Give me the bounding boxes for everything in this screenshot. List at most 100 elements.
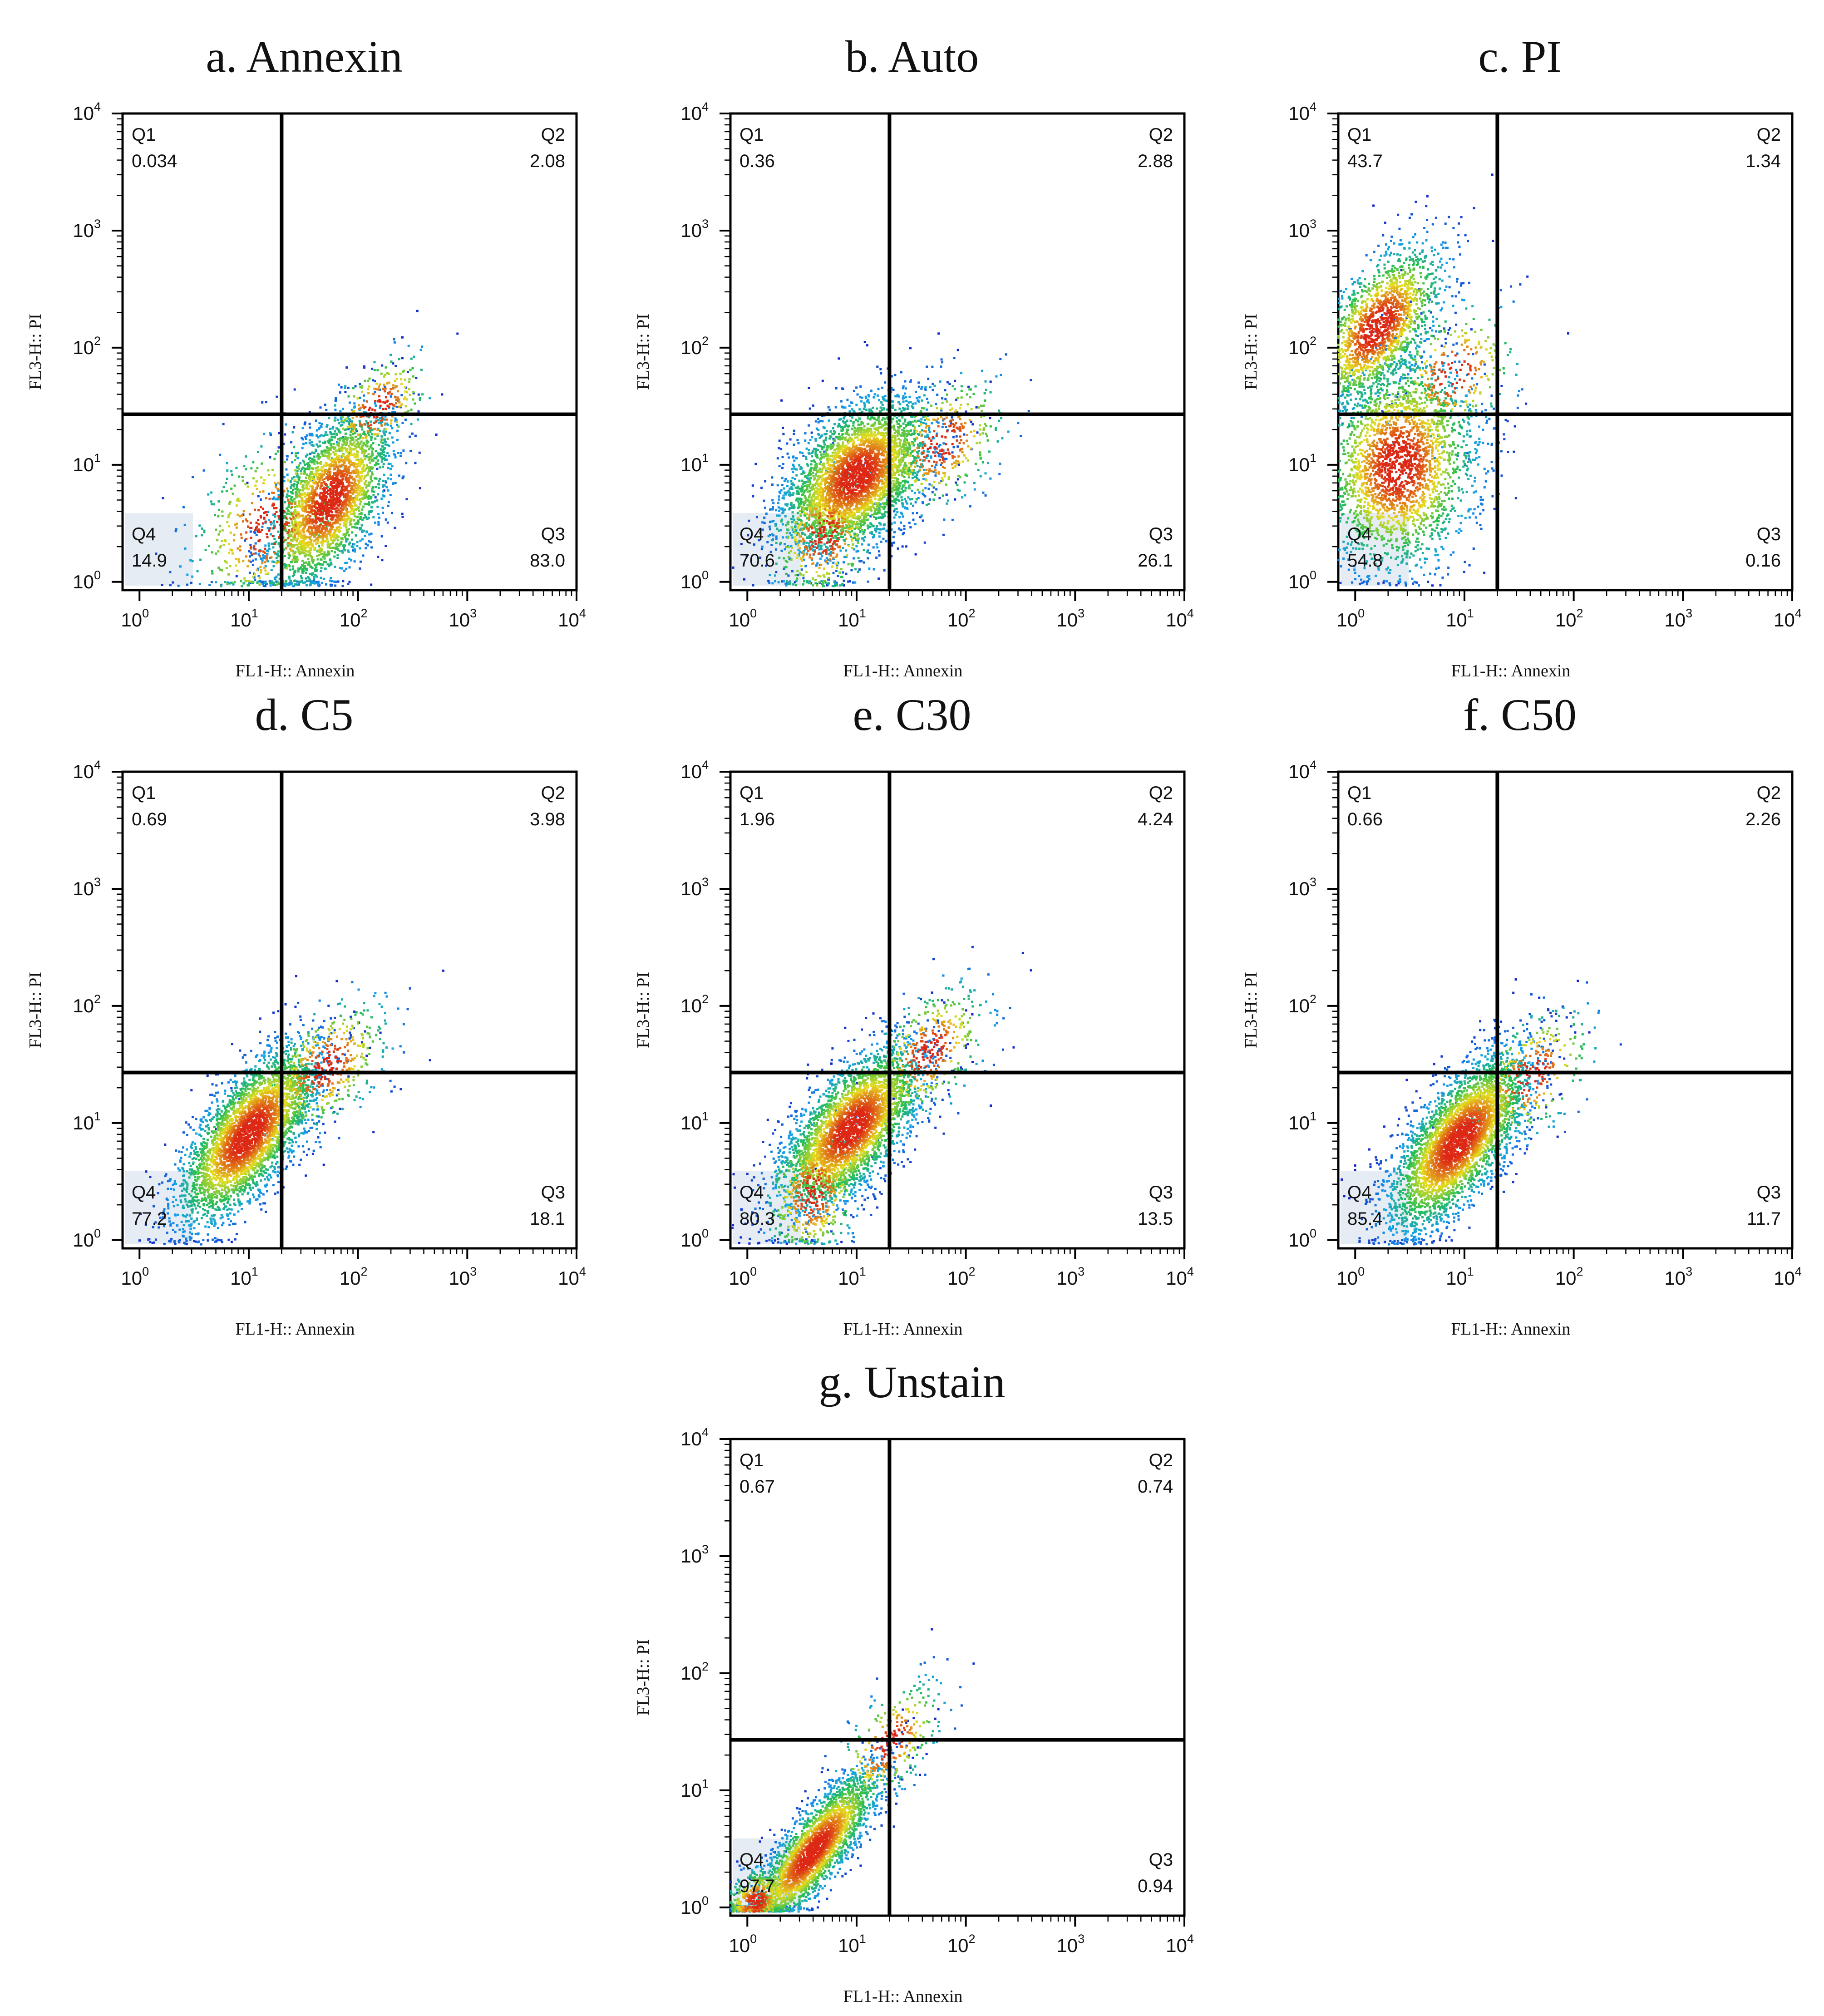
scatter-point — [362, 491, 365, 493]
scatter-point — [345, 562, 348, 564]
scatter-point — [252, 581, 255, 583]
scatter-point — [362, 470, 365, 473]
scatter-point — [834, 431, 836, 434]
scatter-point — [916, 451, 919, 453]
scatter-point — [340, 458, 342, 461]
scatter-point — [301, 427, 304, 429]
scatter-point — [377, 452, 380, 455]
scatter-point — [349, 447, 352, 449]
scatter-point — [377, 483, 380, 486]
scatter-point — [989, 425, 992, 428]
scatter-point — [308, 522, 311, 524]
scatter-point — [319, 456, 321, 458]
scatter-point — [752, 495, 754, 498]
scatter-point — [349, 453, 352, 456]
scatter-point — [358, 446, 360, 449]
scatter-point — [817, 444, 820, 447]
scatter-point — [359, 396, 361, 399]
scatter-point — [336, 554, 339, 557]
scatter-point — [922, 501, 924, 504]
scatter-point — [920, 514, 923, 517]
scatter-point — [874, 528, 877, 531]
scatter-point — [897, 498, 900, 501]
scatter-point — [295, 514, 297, 517]
scatter-point — [320, 450, 323, 453]
scatter-point — [809, 537, 812, 539]
scatter-point — [301, 571, 304, 574]
scatter-point — [833, 581, 836, 583]
scatter-point — [226, 478, 228, 480]
scatter-point — [882, 515, 884, 518]
scatter-point — [855, 386, 858, 389]
scatter-point — [916, 477, 918, 479]
scatter-point — [970, 388, 972, 391]
scatter-point — [820, 453, 823, 456]
scatter-point — [282, 528, 285, 531]
scatter-point — [328, 564, 330, 567]
scatter-point — [307, 536, 310, 539]
scatter-point — [287, 530, 290, 533]
scatter-point — [311, 527, 314, 529]
scatter-point — [771, 476, 774, 479]
scatter-point — [315, 474, 317, 477]
scatter-point — [890, 400, 893, 403]
scatter-point — [383, 384, 385, 386]
scatter-point — [269, 557, 271, 559]
scatter-point — [370, 455, 372, 458]
scatter-point — [325, 497, 327, 500]
scatter-point — [268, 547, 271, 550]
scatter-point — [795, 529, 798, 532]
scatter-point — [894, 395, 897, 398]
scatter-point — [305, 438, 307, 440]
scatter-point — [769, 534, 771, 537]
scatter-point — [341, 474, 344, 477]
scatter-point — [311, 434, 314, 437]
scatter-point — [237, 513, 239, 516]
scatter-point — [308, 439, 311, 442]
scatter-point — [813, 459, 815, 462]
scatter-point — [301, 438, 304, 441]
scatter-point — [330, 547, 333, 549]
scatter-point — [329, 524, 332, 527]
scatter-point — [348, 481, 351, 483]
scatter-point — [344, 536, 346, 538]
scatter-point — [776, 514, 779, 517]
scatter-point — [334, 468, 336, 470]
scatter-point — [355, 445, 358, 448]
scatter-point — [304, 493, 306, 495]
scatter-point — [370, 480, 373, 483]
scatter-point — [345, 532, 348, 534]
scatter-point — [916, 512, 918, 514]
scatter-point — [293, 534, 296, 537]
scatter-point — [379, 404, 382, 407]
scatter-point — [823, 439, 825, 442]
scatter-point — [232, 493, 234, 495]
scatter-point — [907, 476, 910, 478]
scatter-point — [381, 445, 384, 448]
scatter-point — [286, 532, 289, 534]
scatter-point — [840, 400, 843, 403]
scatter-point — [353, 410, 355, 413]
scatter-point — [228, 502, 231, 505]
scatter-point — [785, 584, 788, 587]
scatter-point — [296, 494, 299, 497]
scatter-point — [324, 567, 326, 570]
scatter-point — [952, 436, 955, 439]
scatter-point — [327, 469, 330, 472]
scatter-point — [314, 564, 316, 567]
scatter-point — [875, 543, 878, 546]
scatter-point — [302, 529, 305, 532]
scatter-point — [309, 565, 312, 568]
scatter-point — [910, 502, 912, 505]
scatter-point — [385, 428, 387, 430]
scatter-point — [277, 482, 280, 484]
scatter-point — [410, 409, 413, 411]
scatter-point — [382, 388, 385, 390]
scatter-point — [309, 543, 312, 546]
scatter-point — [315, 494, 318, 497]
scatter-point — [254, 552, 257, 555]
scatter-point — [804, 484, 806, 487]
scatter-point — [843, 415, 846, 418]
scatter-point — [884, 506, 887, 508]
scatter-point — [291, 582, 293, 585]
